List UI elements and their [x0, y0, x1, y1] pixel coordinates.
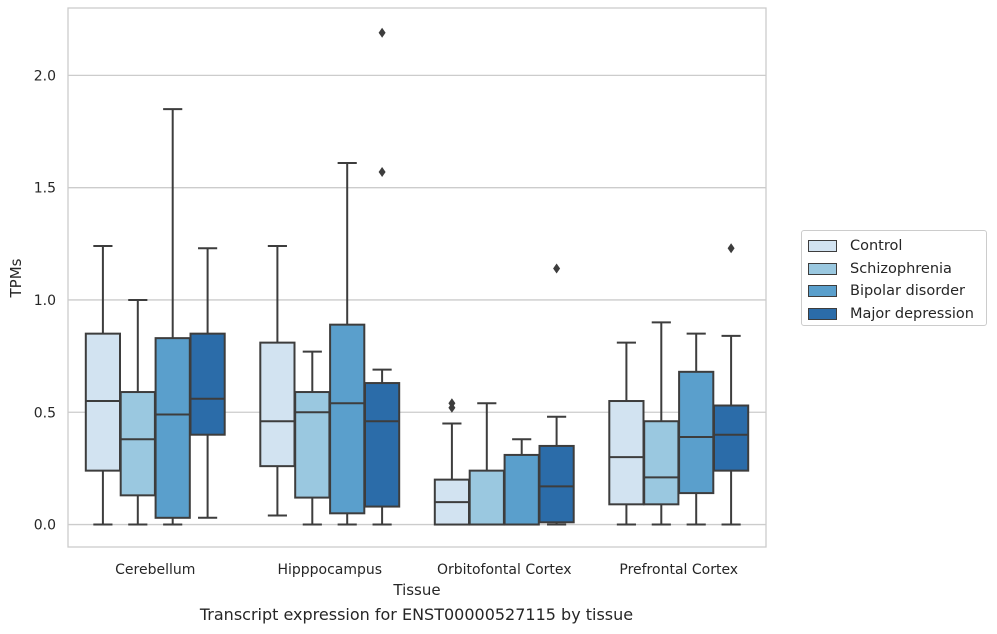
- series-bipolar-disorder: [154, 108, 715, 526]
- box-iqr: [189, 332, 226, 436]
- outlier-point: [727, 243, 735, 254]
- box-iqr: [468, 469, 505, 526]
- box-iqr: [259, 341, 296, 468]
- x-axis-label: Tissue: [392, 581, 440, 599]
- legend-label-major-depression: Major depression: [850, 305, 974, 322]
- y-tick-label: 2.0: [34, 68, 56, 84]
- legend-swatch-major-depression: [808, 307, 837, 320]
- y-tick-label: 0.5: [34, 405, 56, 421]
- box-orbitofontal-cortex-bipolar-disorder: [503, 438, 540, 526]
- legend-item-major-depression: Major depression: [808, 303, 986, 326]
- legend-swatch-bipolar-disorder: [808, 285, 837, 298]
- legend-swatch-schizophrenia: [808, 262, 837, 275]
- box-iqr: [363, 382, 401, 508]
- box-orbitofontal-cortex-major-depression: [538, 263, 575, 526]
- y-tick-label: 1.5: [34, 181, 56, 197]
- x-tick-label-hipppocampus: Hipppocampus: [277, 562, 382, 578]
- x-tick-labels: Cerebellum Hipppocampus Orbitofontal Corte…: [115, 562, 738, 578]
- box-orbitofontal-cortex-schizophrenia: [468, 402, 505, 526]
- y-tick-label: 1.0: [34, 293, 56, 309]
- box-iqr: [608, 400, 645, 506]
- box-orbitofontal-cortex-control: [433, 398, 471, 526]
- box-hipppocampus-bipolar-disorder: [329, 161, 366, 526]
- outlier-point: [553, 263, 561, 274]
- box-hipppocampus-schizophrenia: [294, 350, 331, 526]
- box-cerebellum-control: [84, 245, 122, 526]
- box-cerebellum-major-depression: [189, 247, 226, 519]
- box-cerebellum-bipolar-disorder: [154, 108, 191, 526]
- box-iqr: [329, 323, 366, 515]
- box-iqr: [154, 337, 191, 519]
- y-tick-labels: 0.0 0.5 1.0 1.5 2.0: [34, 68, 56, 533]
- legend-label-control: Control: [850, 238, 903, 255]
- x-tick-label-orbitofontal-cortex: Orbitofontal Cortex: [437, 562, 572, 578]
- box-iqr: [712, 404, 750, 472]
- y-tick-label: 0.0: [34, 518, 56, 534]
- box-hipppocampus-control: [259, 245, 296, 517]
- box-iqr: [294, 391, 331, 499]
- chart-caption: Transcript expression for ENST0000052711…: [199, 605, 634, 624]
- x-tick-label-cerebellum: Cerebellum: [115, 562, 195, 578]
- x-tick-label-prefrontal-cortex: Prefrontal Cortex: [619, 562, 738, 578]
- box-iqr: [538, 444, 575, 524]
- box-series: [84, 27, 750, 526]
- box-prefrontal-cortex-major-depression: [712, 243, 750, 526]
- box-iqr: [678, 370, 715, 495]
- outlier-point: [448, 398, 456, 409]
- box-prefrontal-cortex-bipolar-disorder: [678, 332, 715, 526]
- box-iqr: [84, 332, 122, 472]
- legend-label-bipolar-disorder: Bipolar disorder: [850, 283, 965, 300]
- outlier-point: [378, 166, 386, 177]
- box-iqr: [643, 420, 680, 506]
- series-schizophrenia: [119, 298, 680, 526]
- box-hipppocampus-major-depression: [363, 27, 401, 526]
- box-prefrontal-cortex-control: [608, 341, 645, 526]
- legend-label-schizophrenia: Schizophrenia: [850, 260, 952, 277]
- plot-frame: [67, 7, 767, 548]
- box-iqr: [503, 453, 540, 526]
- legend: Control Schizophrenia Bipolar disorder M…: [801, 230, 987, 326]
- legend-item-bipolar-disorder: Bipolar disorder: [808, 280, 986, 303]
- legend-item-control: Control: [808, 235, 986, 258]
- legend-item-schizophrenia: Schizophrenia: [808, 258, 986, 281]
- box-cerebellum-schizophrenia: [119, 298, 156, 526]
- legend-swatch-control: [808, 240, 837, 253]
- box-iqr: [119, 391, 156, 497]
- series-major-depression: [189, 27, 750, 526]
- box-prefrontal-cortex-schizophrenia: [643, 321, 680, 526]
- outlier-point: [378, 27, 386, 38]
- y-axis-label: TPMs: [7, 258, 25, 298]
